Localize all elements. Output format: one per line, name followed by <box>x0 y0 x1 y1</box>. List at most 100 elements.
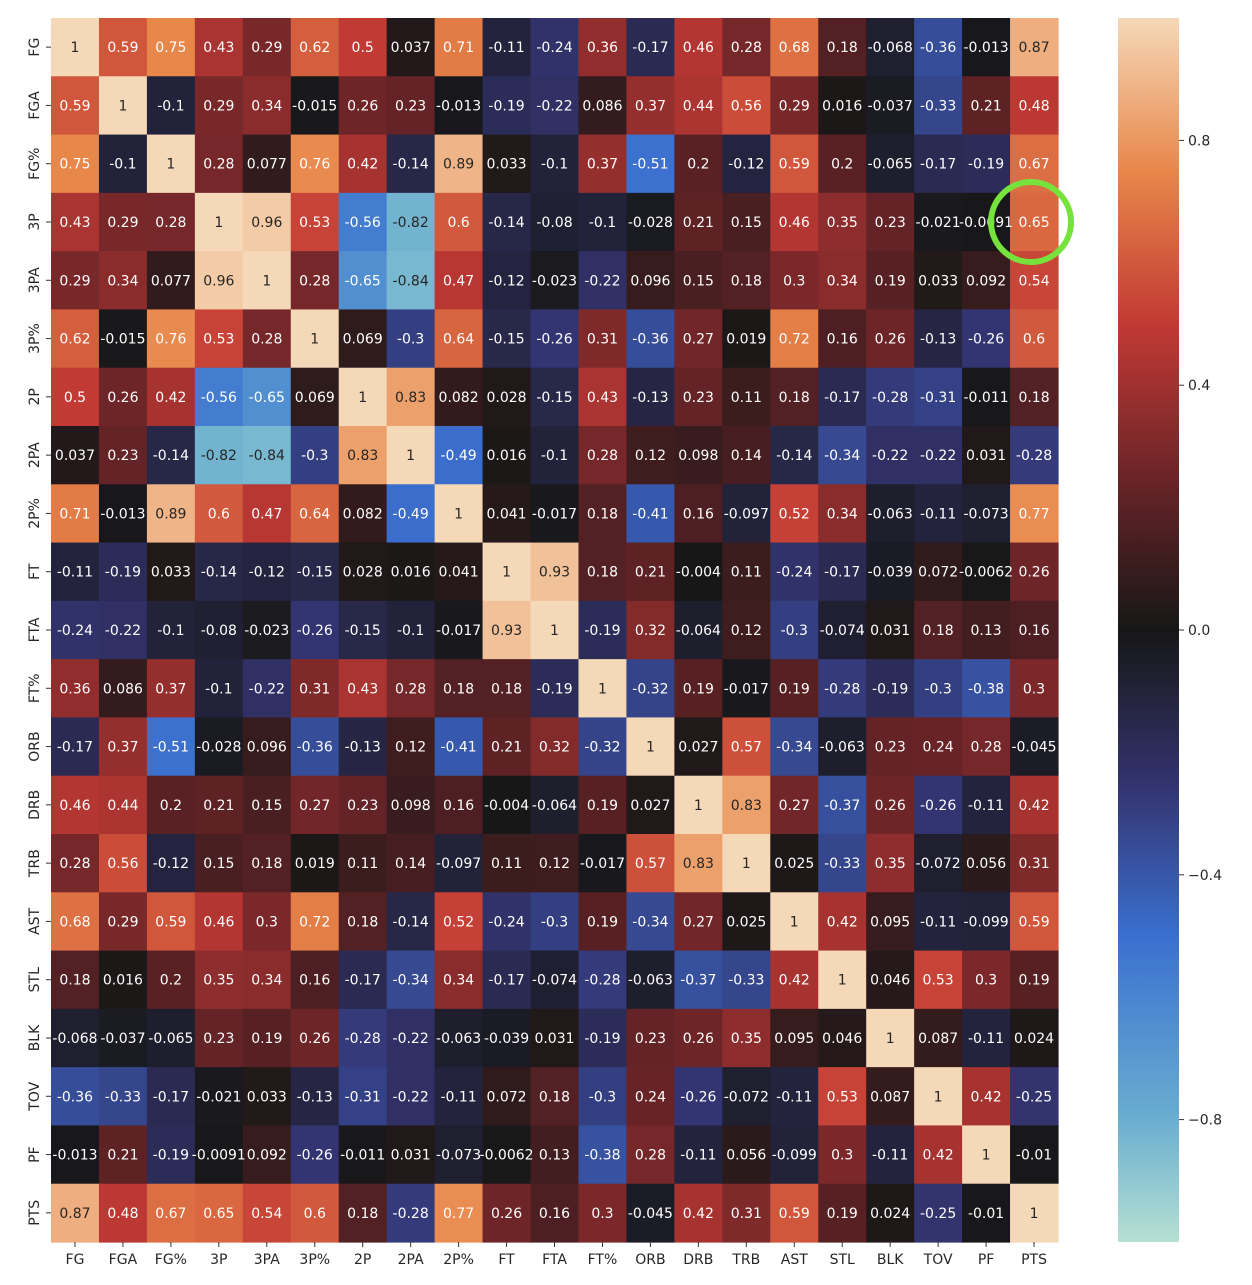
cell-value-label: 0.095 <box>870 914 910 930</box>
heatmap-cell <box>866 717 915 777</box>
cell-value-label: -0.3 <box>589 1089 616 1105</box>
heatmap-cell <box>530 192 580 252</box>
cell-value-label: 0.18 <box>539 1089 570 1105</box>
cell-value-label: -0.19 <box>584 1031 620 1047</box>
heatmap-cell <box>866 892 915 952</box>
y-tick-label: 2PA <box>27 442 43 468</box>
heatmap-cell <box>146 426 196 485</box>
cell-value-label: -0.33 <box>920 98 956 114</box>
cell-value-label: -0.41 <box>632 506 668 522</box>
x-tick-label: 3PA <box>254 1252 280 1268</box>
cell-value-label: -0.65 <box>345 273 381 289</box>
cell-value-label: 0.3 <box>783 273 805 289</box>
cell-value-label: 0.23 <box>683 390 714 406</box>
heatmap-cell <box>290 18 340 77</box>
heatmap-cell <box>722 659 771 719</box>
cell-value-label: 0.37 <box>155 681 186 697</box>
cell-value-label: -0.064 <box>676 623 721 639</box>
heatmap-cell <box>530 834 580 893</box>
heatmap-cell <box>626 426 675 485</box>
cell-value-label: -0.023 <box>532 273 577 289</box>
cell-value-label: 0.046 <box>822 1031 862 1047</box>
x-tick-label: FTA <box>542 1252 567 1268</box>
heatmap-cell <box>146 76 196 136</box>
highlight-annotation <box>988 179 1075 265</box>
cell-value-label: -0.17 <box>920 157 956 173</box>
cell-value-label: 0.3 <box>975 973 997 989</box>
heatmap-cell <box>51 659 100 719</box>
heatmap-cell <box>578 659 628 719</box>
heatmap-cell <box>626 76 675 136</box>
cell-value-label: -0.17 <box>488 973 524 989</box>
heatmap-cell <box>1010 775 1059 835</box>
heatmap-cell <box>866 600 915 660</box>
cell-value-label: 0.42 <box>1018 798 1049 814</box>
cell-value-label: 0.87 <box>1018 40 1049 56</box>
heatmap-cell <box>626 659 675 719</box>
heatmap-cell <box>386 1183 436 1243</box>
heatmap-cell <box>51 134 100 194</box>
cell-value-label: -0.82 <box>201 448 237 464</box>
heatmap-cell <box>914 1125 963 1185</box>
heatmap-cell-labels: 1 0.59 0.75 0.43 0.29 0.62 0.5 0.037 0.71 -0.11 -0… <box>52 40 1056 1222</box>
cell-value-label: 0.89 <box>443 157 474 173</box>
cell-value-label: 0.19 <box>827 1206 858 1222</box>
heatmap-cell <box>626 1008 675 1068</box>
cell-value-label: 0.12 <box>395 740 426 756</box>
heatmap-cell <box>866 251 915 311</box>
cell-value-label: -0.011 <box>340 1148 385 1164</box>
heatmap-cell <box>146 1067 196 1127</box>
heatmap-cell <box>578 134 628 194</box>
cell-value-label: -0.11 <box>920 506 956 522</box>
cell-value-label: 0.21 <box>683 215 714 231</box>
heatmap-cell <box>866 76 915 136</box>
heatmap-cell <box>386 251 436 311</box>
heatmap-cell <box>770 18 819 77</box>
heatmap-cell <box>578 367 628 427</box>
heatmap-cell <box>914 775 963 835</box>
cell-value-label: 0.069 <box>343 332 383 348</box>
cell-value-label: -0.063 <box>820 740 865 756</box>
heatmap-cell <box>770 251 819 311</box>
y-tick-label: TRB <box>27 849 43 878</box>
cell-value-label: 0.28 <box>59 856 90 872</box>
heatmap-cell <box>338 1125 388 1185</box>
cell-value-label: 0.027 <box>678 740 718 756</box>
heatmap-cell <box>194 367 244 427</box>
heatmap-cell <box>578 775 628 835</box>
cell-value-label: 0.041 <box>487 506 527 522</box>
cell-value-label: -0.12 <box>728 157 764 173</box>
cell-value-label: 0.16 <box>443 798 474 814</box>
heatmap-cell <box>1010 192 1059 252</box>
heatmap-cell <box>194 834 244 893</box>
cell-value-label: 0.56 <box>107 856 138 872</box>
cell-value-label: -0.31 <box>345 1089 381 1105</box>
cell-value-label: 0.57 <box>731 740 762 756</box>
heatmap-cell <box>578 192 628 252</box>
cell-value-label: -0.26 <box>680 1089 716 1105</box>
cell-value-label: 0.29 <box>251 40 282 56</box>
heatmap-cell <box>338 950 388 1010</box>
cell-value-label: -0.49 <box>393 506 429 522</box>
x-tick-label: 2P% <box>443 1252 474 1268</box>
heatmap-cell <box>290 76 340 136</box>
heatmap-cell <box>530 542 580 602</box>
cell-value-label: 0.29 <box>107 914 138 930</box>
cell-value-label: 0.5 <box>352 40 374 56</box>
heatmap-cell <box>290 834 340 893</box>
cell-value-label: 0.041 <box>439 565 479 581</box>
heatmap-cell <box>98 834 148 893</box>
heatmap-cell <box>626 1067 675 1127</box>
heatmap-cell <box>434 309 484 369</box>
heatmap-cell <box>1010 1183 1059 1243</box>
heatmap-cell <box>290 426 340 485</box>
cell-value-label: 0.6 <box>447 215 469 231</box>
cell-value-label: 0.75 <box>155 40 186 56</box>
heatmap-cell <box>1010 484 1059 544</box>
cell-value-label: 0.19 <box>683 681 714 697</box>
cell-value-label: -0.11 <box>680 1148 716 1164</box>
cell-value-label: 0.18 <box>731 273 762 289</box>
heatmap-cell <box>530 775 580 835</box>
heatmap-cell <box>530 76 580 136</box>
cell-value-label: 0.2 <box>687 157 709 173</box>
